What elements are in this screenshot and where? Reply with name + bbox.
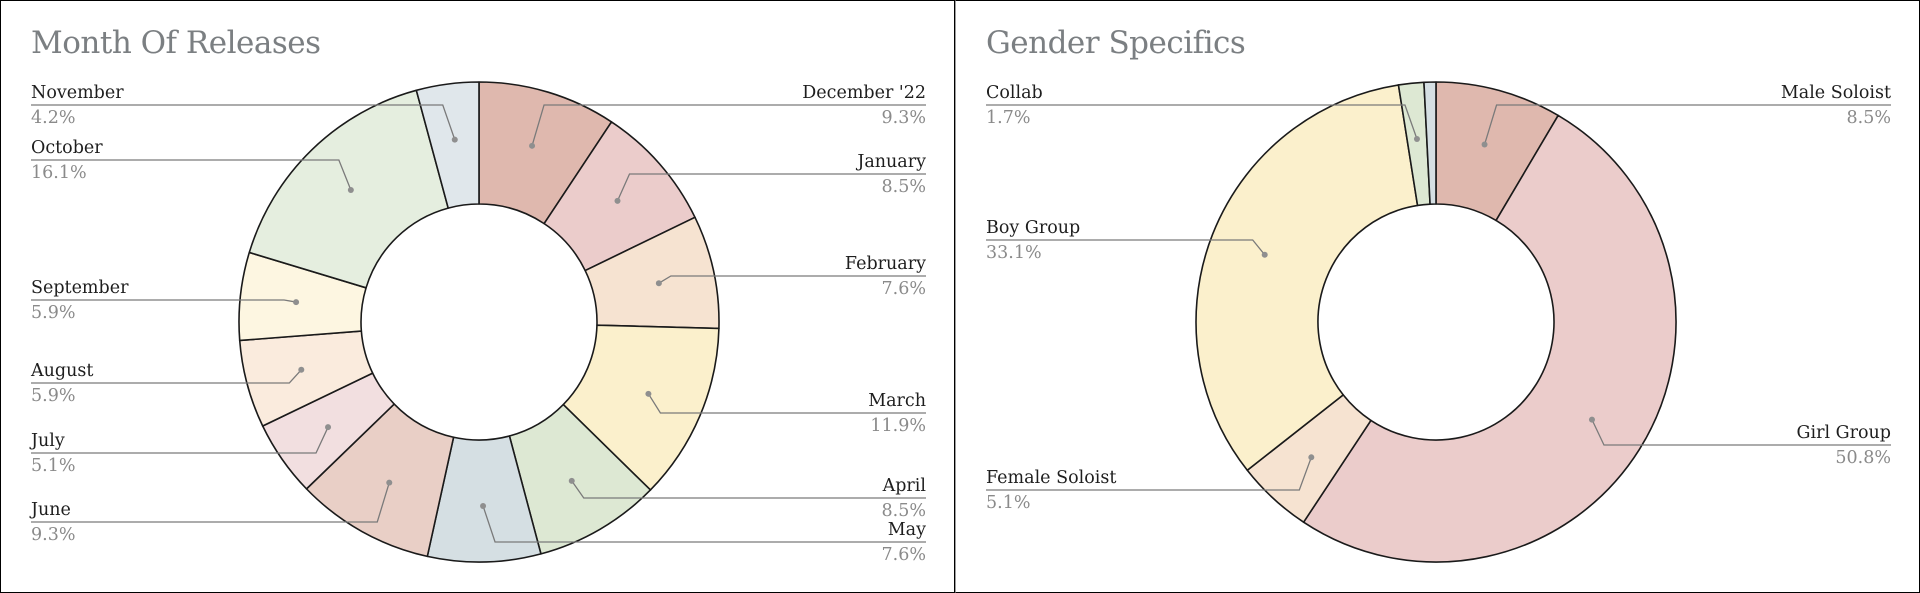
leader-line [31,369,302,384]
leader-line [986,239,1266,256]
callout-may: May 7.6% [480,502,926,565]
leader-line [986,104,1418,140]
leader-line [531,104,926,146]
leader-line [647,393,926,414]
leader-line [571,480,926,499]
gender-specifics-panel: Gender Specifics Male Soloist 8.5% Girl Gr… [955,0,1920,593]
gender-donut-chart: Male Soloist 8.5% Girl Group 50.8% Female So… [986,81,1891,563]
slice-percent: 7.6% [882,545,926,565]
slice-label: October [31,138,103,158]
slice-percent: 7.6% [882,279,926,299]
slice-label: Boy Group [986,218,1080,238]
slice-unlabeled [1423,81,1437,205]
month-chart-title: Month Of Releases [31,25,321,61]
leader-dot [645,390,652,397]
callout-girl-group: Girl Group 50.8% [1588,416,1891,468]
callout-august: August 5.9% [30,361,305,406]
labels-group: December '229.3%January8.5%February7.6%M… [29,83,926,565]
slice-boy-group [1195,84,1419,472]
slice-percent: 9.3% [31,525,75,545]
leader-line [616,173,926,202]
leader-line [31,104,456,140]
leader-line [658,275,926,284]
labels-group: Male Soloist 8.5% Girl Group 50.8% Female So… [986,83,1891,513]
callout-july: July 5.1% [29,424,332,476]
leader-line [1591,419,1891,446]
leader-dot [1261,251,1268,258]
slice-label: July [29,431,65,451]
slice-percent: 11.9% [870,416,926,436]
slice-percent: 5.9% [31,386,75,406]
callout-male-soloist: Male Soloist 8.5% [1481,83,1891,148]
callout-december-22: December '22 9.3% [529,83,926,149]
leader-dot [451,136,458,143]
slice-label: Collab [986,83,1043,103]
leader-dot [480,502,487,509]
leader-line [1483,104,1891,145]
slice-percent: 9.3% [882,108,926,128]
leader-dot [614,197,621,204]
leader-dot [298,366,305,373]
leader-dot [655,280,662,287]
leader-dot [1588,416,1595,423]
leader-line [31,426,329,454]
callout-march: March 11.9% [645,390,926,436]
leader-dot [325,424,332,431]
slice-label: September [31,278,129,298]
callout-boy-group: Boy Group 33.1% [986,218,1268,263]
callout-collab: Collab 1.7% [986,83,1420,142]
slice-label: Girl Group [1797,423,1891,443]
slice-percent: 8.5% [882,501,926,521]
callout-october: October 16.1% [31,138,354,193]
leader-dot [568,477,575,484]
leader-dot [1308,454,1315,461]
gender-chart-title: Gender Specifics [986,25,1246,61]
leader-line [986,457,1312,491]
callout-september: September 5.9% [31,278,300,323]
slice-label: June [29,500,71,520]
slice-percent: 8.5% [1847,108,1891,128]
slice-label: April [882,476,927,496]
leader-dot [529,142,536,149]
slice-label: December '22 [802,83,926,103]
slice-label: November [31,83,124,103]
month-donut-chart: December '229.3%January8.5%February7.6%M… [29,81,926,565]
month-of-releases-panel: Month Of Releases December '22 9.3% Januar… [0,0,955,593]
slice-label: January [855,152,926,172]
slice-label: May [888,520,926,540]
slice-percent: 8.5% [882,177,926,197]
leader-dot [293,299,300,306]
leader-dot [347,186,354,193]
leader-dot [386,479,393,486]
leader-line [482,505,926,543]
slice-percent: 5.1% [986,493,1030,513]
callout-february: February 7.6% [655,254,926,299]
slice-percent: 16.1% [31,163,87,183]
slice-november [415,81,480,209]
slices-group [1195,81,1677,563]
slices-group [238,81,720,563]
slice-label: Female Soloist [986,468,1116,488]
slice-label: Male Soloist [1781,83,1891,103]
callout-january: January 8.5% [614,152,926,204]
leader-dot [1413,135,1420,142]
slice-percent: 5.1% [31,456,75,476]
slice-label: March [868,391,926,411]
callout-female-soloist: Female Soloist 5.1% [986,454,1315,513]
slice-percent: 4.2% [31,108,75,128]
callout-june: June 9.3% [29,479,393,545]
slice-percent: 1.7% [986,108,1030,128]
leader-line [31,482,390,523]
slice-label: February [845,254,926,274]
slice-percent: 50.8% [1835,448,1891,468]
slice-label: August [30,361,93,381]
callout-november: November 4.2% [31,83,458,143]
leader-dot [1481,141,1488,148]
leader-line [31,159,352,191]
slice-percent: 33.1% [986,243,1042,263]
slice-girl-group [1302,114,1677,563]
leader-line [31,299,297,303]
callout-april: April 8.5% [568,476,927,521]
slice-percent: 5.9% [31,303,75,323]
